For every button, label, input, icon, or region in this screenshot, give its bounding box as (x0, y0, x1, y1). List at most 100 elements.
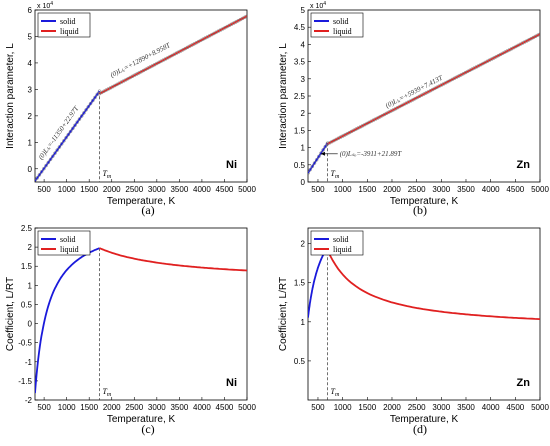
x-tick-label: 1000 (58, 403, 76, 412)
y-tick-label: -1.5 (18, 377, 32, 386)
legend-label-solid: solid (60, 235, 76, 244)
x-tick-label: 2000 (383, 403, 401, 412)
data-point (82, 111, 86, 115)
plot-frame (34, 227, 248, 401)
y-tick-label: 1 (28, 281, 33, 290)
chart-panel-4: 500 1000 1500 2000 2500 3000 3500 4000 4500 5000 0… (278, 227, 549, 436)
data-point (88, 101, 93, 106)
series-line-liquid (99, 15, 247, 95)
y-tick-label: 1.5 (294, 279, 306, 288)
legend-label-solid: solid (60, 17, 76, 26)
data-point (35, 176, 39, 180)
element-label: Zn (517, 159, 531, 171)
y-axis-title: Coefficient, L/RT (278, 277, 289, 351)
data-point (308, 167, 312, 172)
data-point (77, 117, 82, 121)
data-point (57, 145, 62, 149)
data-point (321, 148, 325, 152)
chart-panel-2: 500 1000 1500 2000 2500 3000 3500 4000 4500 5000 0… (278, 1, 549, 217)
x-tick-label: 5000 (531, 185, 549, 194)
data-point (37, 173, 42, 177)
x-tick-label: 500 (311, 185, 325, 194)
y-tick-label: 1 (301, 144, 306, 153)
y-tick-label: -0.5 (18, 339, 32, 348)
y-axis-title: Coefficient, L/RT (5, 277, 16, 351)
y-tick-label: 0 (301, 178, 306, 187)
series-line-solid (35, 90, 101, 182)
y-tick-label: 1.5 (294, 126, 306, 135)
plot-frame (34, 9, 248, 183)
data-point (35, 179, 37, 182)
data-point (245, 14, 247, 18)
data-point (64, 135, 68, 140)
data-point (538, 32, 540, 36)
tm-label: Tm (330, 169, 339, 180)
series-line-liquid (99, 247, 247, 272)
element-label: Ni (226, 377, 237, 389)
data-point (51, 154, 55, 159)
y-tick-label: 3.5 (294, 58, 306, 67)
legend-label-liquid: liquid (333, 27, 352, 36)
legend-label-liquid: liquid (333, 245, 352, 254)
data-point (42, 166, 46, 171)
y-tick-label: -2 (25, 396, 33, 405)
series-line-liquid (326, 249, 540, 320)
y-tick-label: 2.5 (21, 224, 33, 233)
x-tick-label: 4000 (482, 185, 500, 194)
data-point (310, 164, 315, 169)
x-tick-label: 3000 (432, 185, 450, 194)
data-point (59, 142, 64, 146)
element-label: Zn (517, 377, 531, 389)
annotation-solid-equation: (0)Lₗₓ=-11350+22.97T (37, 104, 81, 161)
legend-box (37, 12, 91, 38)
data-point (317, 154, 321, 159)
legend-box (310, 12, 364, 38)
y-tick-label: 0.5 (294, 161, 306, 170)
tm-label: Tm (102, 387, 111, 398)
legend-label-liquid: liquid (60, 245, 79, 254)
series-line-liquid (327, 33, 540, 145)
y-tick-label: 0.5 (294, 357, 306, 366)
data-point (53, 151, 57, 155)
x-tick-label: 1000 (334, 403, 352, 412)
series-line-solid (308, 142, 329, 174)
y-tick-label: 2 (301, 109, 306, 118)
panel-label: (d) (413, 422, 427, 436)
data-point (323, 144, 328, 149)
x-tick-label: 1500 (80, 403, 98, 412)
x-tick-label: 1000 (58, 185, 76, 194)
legend-label-solid: solid (333, 235, 349, 244)
y-tick-label: 1 (301, 318, 306, 327)
data-point (44, 163, 48, 168)
x-axis-title: Temperature, K (390, 196, 459, 207)
x-axis-title: Temperature, K (107, 196, 176, 207)
x-tick-label: 1500 (80, 185, 98, 194)
chart-panel-3: 500 1000 1500 2000 2500 3000 3500 4000 4500 5000 -… (5, 224, 256, 436)
data-point (75, 120, 79, 124)
x-tick-label: 1500 (358, 403, 376, 412)
x-tick-label: 2500 (408, 185, 426, 194)
annotation-liquid-equation: (0)Lₗₓ=+5939+7.413T (384, 73, 445, 110)
x-tick-label: 4000 (193, 185, 211, 194)
data-point (79, 114, 84, 118)
x-tick-label: 4000 (482, 403, 500, 412)
panel-label: (c) (141, 422, 154, 436)
x-tick-label: 3500 (170, 185, 188, 194)
y-tick-label: 4 (301, 40, 306, 49)
data-point (93, 95, 97, 100)
data-point (62, 139, 66, 143)
data-point (91, 98, 95, 103)
x-tick-label: 2000 (103, 185, 121, 194)
x-tick-label: 4500 (506, 185, 524, 194)
chart-panel-1: 500 1000 1500 2000 2500 3000 3500 4000 4500 5000 0… (5, 1, 256, 217)
x-tick-label: 4500 (506, 403, 524, 412)
y-tick-label: 2 (28, 243, 33, 252)
y-tick-label: 5 (301, 6, 306, 15)
x-tick-label: 3500 (457, 403, 475, 412)
y-tick-label: 4.5 (294, 23, 306, 32)
y-axis-title: Interaction parameter, L (5, 43, 16, 149)
x-tick-label: 1000 (334, 185, 352, 194)
y-tick-label: 1.5 (21, 262, 33, 271)
y-tick-label: 3 (28, 85, 33, 94)
